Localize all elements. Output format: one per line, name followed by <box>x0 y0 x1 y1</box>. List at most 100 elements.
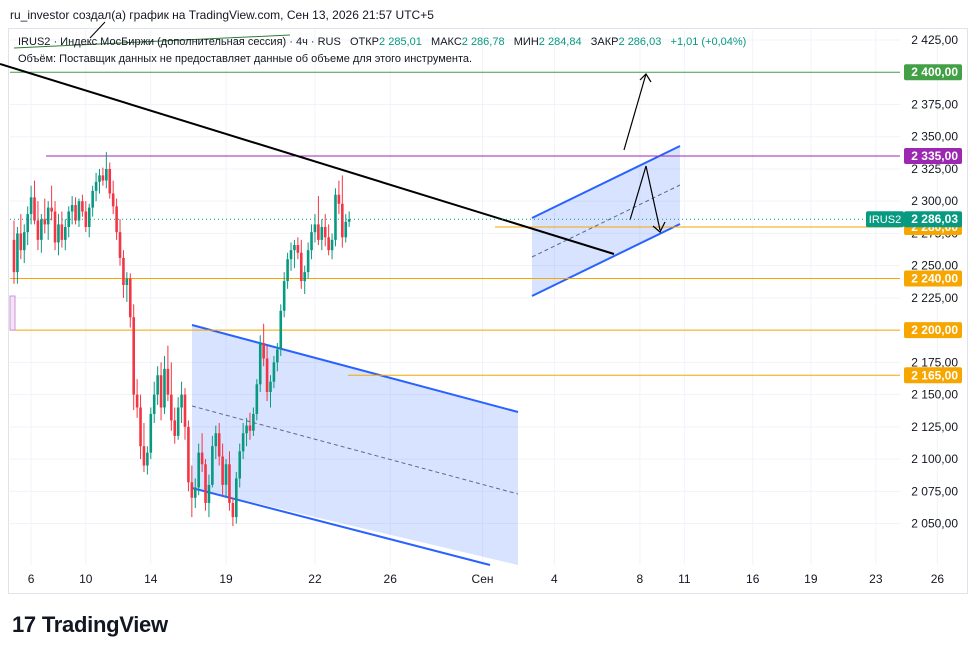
chart-frame[interactable] <box>8 28 968 594</box>
level-price-label: 2 400,00 <box>911 65 958 79</box>
low-label: МИН <box>513 36 539 48</box>
y-tick-label: 2 350,00 <box>911 130 958 144</box>
y-tick-label: 2 050,00 <box>911 517 958 531</box>
candle-body <box>262 343 265 359</box>
candle-body <box>22 232 26 251</box>
candle-body <box>125 278 129 285</box>
level-price-label: 2 240,00 <box>911 272 958 286</box>
candle-body <box>299 252 303 282</box>
candle-body <box>84 211 88 227</box>
descending-channel-bottom <box>191 487 491 566</box>
level-price-label: 2 200,00 <box>911 323 958 337</box>
x-tick-label: 6 <box>28 572 35 586</box>
candle-body <box>286 259 289 282</box>
trend-drawings <box>0 21 866 331</box>
candle-body <box>50 207 53 212</box>
candle-body <box>269 381 272 393</box>
candle-body <box>265 358 269 393</box>
y-tick-label: 2 125,00 <box>911 420 958 434</box>
level-price-tag <box>904 367 962 384</box>
last-price-label: 2 286,03 <box>911 212 958 226</box>
candle-body <box>317 224 320 240</box>
y-tick-label: 2 375,00 <box>911 97 958 111</box>
x-tick-label: 14 <box>144 572 158 586</box>
candle-body <box>183 394 187 427</box>
candle-body <box>187 426 190 483</box>
candle-body <box>344 221 348 238</box>
candle-body <box>70 205 74 212</box>
candle-body <box>289 250 293 260</box>
candle-body <box>190 482 194 498</box>
candle-body <box>40 219 43 240</box>
high-label: МАКС <box>431 36 462 48</box>
candle-body <box>231 502 235 518</box>
candle-body <box>327 237 330 251</box>
candle-body <box>313 224 317 233</box>
x-tick-label: 19 <box>804 572 818 586</box>
candle-body <box>303 272 306 282</box>
candle-body <box>142 446 146 466</box>
candle-body <box>200 452 204 465</box>
candle-body <box>347 219 351 222</box>
candle-body <box>255 384 259 414</box>
candle-body <box>105 168 108 181</box>
x-tick-label: 26 <box>384 572 398 586</box>
candle-body <box>29 197 33 215</box>
tradingview-logo[interactable]: 17 TradingView <box>12 612 168 638</box>
annotation-underline <box>13 34 291 49</box>
y-tick-label: 2 100,00 <box>911 452 958 466</box>
candle-body <box>166 368 170 395</box>
x-tick-label: 19 <box>219 572 233 586</box>
candle-body <box>214 433 218 447</box>
symbol-name: IRUS2 · Индекс МосБиржи (дополнительная … <box>18 36 341 48</box>
candle-body <box>87 207 91 227</box>
candle-body <box>108 168 112 194</box>
change-value: +1,01 (+0,04%) <box>670 36 747 48</box>
y-tick-label: 2 325,00 <box>911 162 958 176</box>
candle-body <box>74 205 77 221</box>
level-price-tag <box>904 148 962 165</box>
symbol-tag <box>866 211 904 228</box>
candle-body <box>193 487 197 498</box>
author-line: ru_investor создал(а) график на TradingV… <box>10 8 434 22</box>
level-price-tag <box>904 64 962 81</box>
candle-body <box>64 226 67 240</box>
candle-body <box>258 343 262 385</box>
ascending-channel-top <box>531 145 681 219</box>
tradingview-mark-icon: 17 <box>12 612 36 637</box>
candle-body <box>170 394 173 421</box>
candle-body <box>248 425 252 431</box>
candle-body <box>224 464 228 485</box>
candle-body <box>98 175 101 182</box>
x-tick-label: 23 <box>869 572 883 586</box>
level-price-label: 2 335,00 <box>911 149 958 163</box>
close-label: ЗАКР <box>590 36 619 48</box>
ascending-channel-fill <box>532 146 680 296</box>
target-arrowhead <box>639 73 652 83</box>
x-tick-label: 22 <box>308 572 322 586</box>
candle-body <box>139 407 142 447</box>
candle-body <box>43 219 47 225</box>
candle-body <box>132 317 135 395</box>
high-value: 2 286,78 <box>461 36 505 48</box>
candle-body <box>26 214 29 233</box>
candle-body <box>296 245 300 253</box>
candle-body <box>252 413 255 431</box>
candle-body <box>310 232 313 251</box>
candle-body <box>60 224 64 240</box>
candle-body <box>12 239 16 273</box>
session-marker <box>9 295 16 331</box>
target-arrow <box>623 73 647 151</box>
x-tick-label: 11 <box>678 572 691 586</box>
candle-body <box>207 484 211 503</box>
y-tick-label: 2 425,00 <box>911 33 958 47</box>
x-tick-label: Сен <box>472 572 494 586</box>
candle-body <box>156 375 159 395</box>
candle-body <box>101 175 105 181</box>
candle-body <box>211 446 214 485</box>
candle-body <box>330 239 334 251</box>
candle-body <box>341 203 344 238</box>
horizontal-levels <box>10 71 900 376</box>
x-tick-label: 4 <box>551 572 558 586</box>
